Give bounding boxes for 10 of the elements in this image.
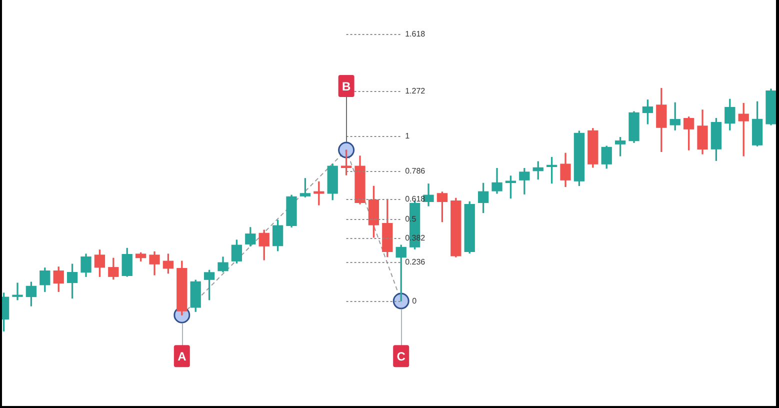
ref-line-label: 1.618 — [405, 30, 426, 39]
annotation: B — [342, 79, 351, 94]
annotation: C — [396, 349, 406, 364]
ref-line-label: 0.786 — [405, 166, 426, 176]
ref-line-label: 0 — [412, 296, 418, 306]
ref-line-label: 1.272 — [405, 86, 426, 96]
annotation: A — [178, 349, 187, 364]
candlestick — [12, 282, 23, 300]
ref-line-label: 0.236 — [405, 258, 426, 267]
ref-line-label: 1 — [405, 132, 410, 141]
